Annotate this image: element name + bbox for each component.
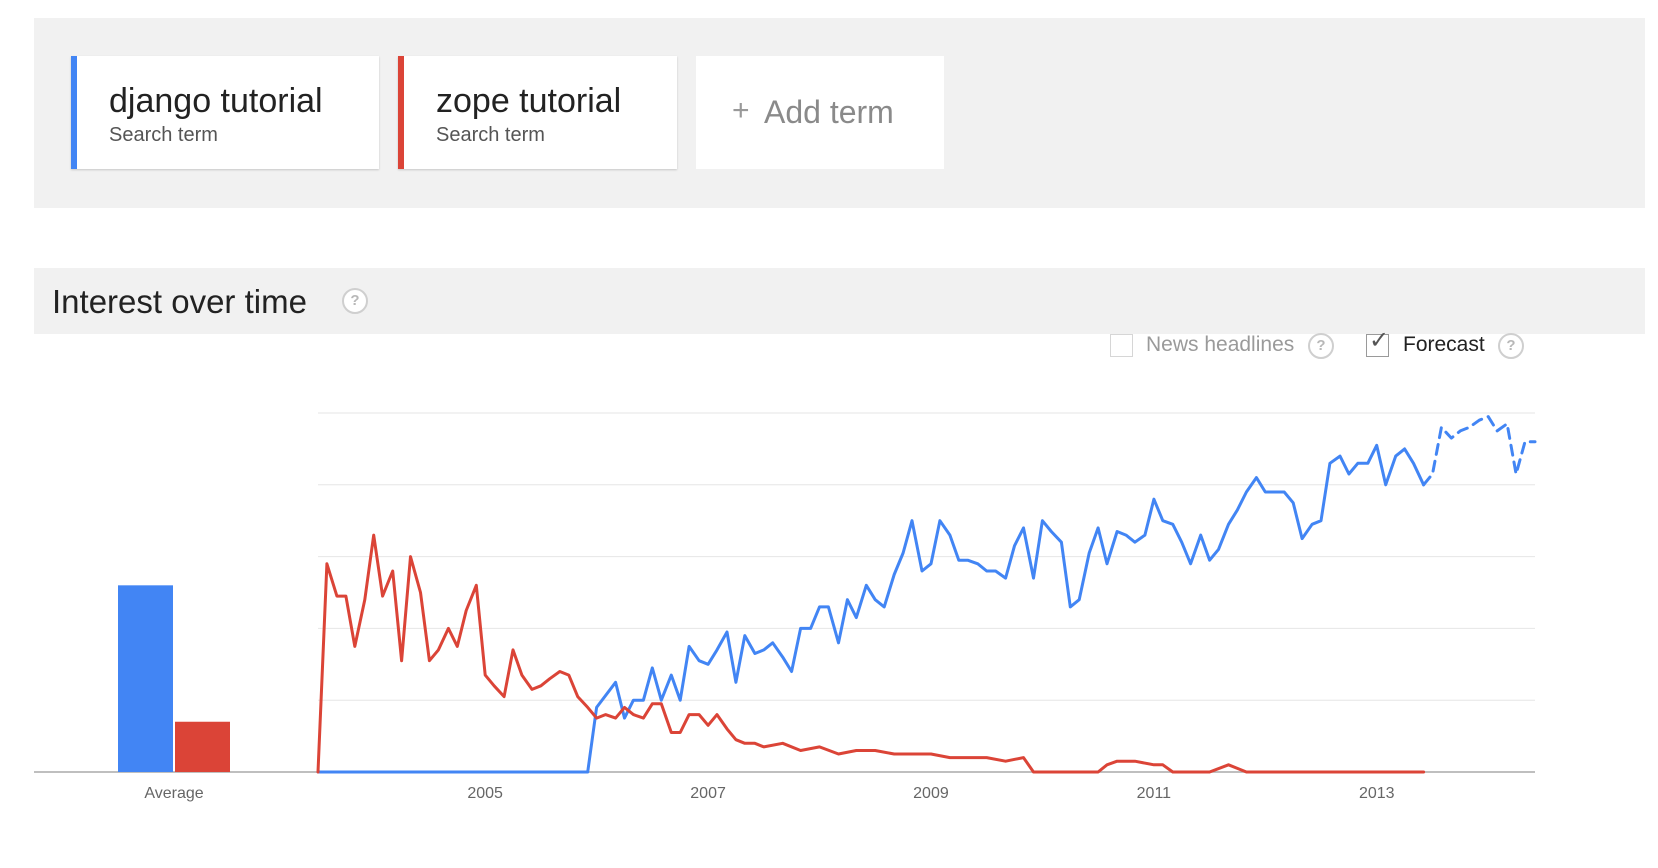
x-tick-label: 2005: [467, 785, 503, 802]
search-term-name: django tutorial: [109, 82, 323, 120]
x-tick-label: 2013: [1359, 785, 1395, 802]
x-tick-label: 2011: [1137, 785, 1172, 802]
add-term-label: Add term: [764, 94, 894, 130]
term-color-stripe: [71, 56, 77, 169]
add-term-button[interactable]: + Add term: [696, 56, 944, 169]
x-tick-label: 2007: [690, 785, 726, 802]
search-term-card-django[interactable]: django tutorial Search term: [71, 56, 379, 169]
average-label: Average: [144, 785, 203, 802]
search-term-name: zope tutorial: [436, 82, 622, 120]
forecast-help-icon[interactable]: ?: [1498, 333, 1524, 359]
news-headlines-help-icon[interactable]: ?: [1308, 333, 1334, 359]
search-terms-panel: django tutorial Search term zope tutoria…: [34, 18, 1645, 208]
section-title: Interest over time: [52, 283, 307, 320]
series-line: [316, 443, 1426, 774]
forecast-series-line: [1422, 415, 1537, 487]
x-tick-label: 2009: [913, 785, 949, 802]
interest-section-header: Interest over time ?: [34, 268, 1645, 334]
plus-icon: +: [732, 94, 750, 127]
forecast-checkbox[interactable]: ✓: [1366, 329, 1389, 357]
search-term-subtitle: Search term: [436, 124, 545, 146]
average-bar: [118, 585, 173, 772]
checkmark-icon: ✓: [1369, 327, 1390, 354]
news-headlines-label: News headlines: [1146, 333, 1295, 356]
term-color-stripe: [398, 56, 404, 169]
forecast-label: Forecast: [1403, 333, 1485, 356]
search-term-subtitle: Search term: [109, 124, 218, 146]
series-line: [316, 533, 1426, 774]
search-term-card-zope[interactable]: zope tutorial Search term: [398, 56, 677, 169]
average-bar: [175, 721, 230, 772]
news-headlines-checkbox[interactable]: [1110, 334, 1133, 357]
help-icon[interactable]: ?: [342, 288, 368, 314]
